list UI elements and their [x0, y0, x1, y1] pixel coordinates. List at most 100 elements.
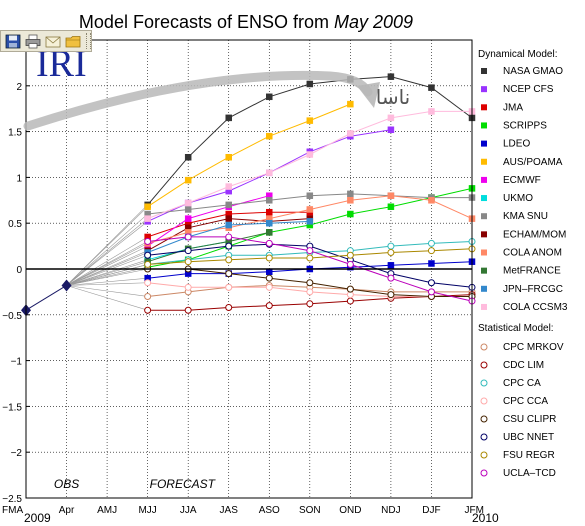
y-tick-label: −2 [11, 448, 23, 459]
series-point [266, 208, 273, 216]
series-point [346, 251, 354, 259]
annotation-label: ناسا [376, 85, 411, 109]
legend-entry: MetFRANCE [503, 266, 561, 277]
observed-point [61, 279, 72, 292]
observed-series [21, 279, 72, 317]
legend-swatch [480, 451, 488, 459]
series-point [387, 126, 395, 134]
annotation-arrow [23, 70, 373, 131]
series-point [266, 93, 273, 101]
y-tick-label: 1 [16, 173, 22, 184]
legend-swatch [481, 140, 487, 147]
series-point [144, 292, 152, 300]
series-point [265, 239, 273, 247]
series-point [387, 73, 395, 80]
legend-entry: KMA SNU [503, 211, 548, 222]
series-connector [66, 285, 148, 311]
series-point [427, 247, 435, 255]
y-tick-label: 1.5 [8, 128, 22, 139]
series-point [225, 183, 232, 190]
x-tick-label: MJJ [138, 505, 156, 516]
series-point [306, 192, 314, 199]
series-point [225, 303, 233, 311]
series-point [427, 288, 435, 296]
legend-statistical-header: Statistical Model: [478, 323, 554, 334]
series-point [387, 114, 395, 122]
series-point [306, 206, 314, 213]
folder-icon [65, 35, 81, 47]
legend-swatch [481, 122, 487, 129]
series-point [428, 108, 435, 115]
email-button[interactable] [44, 33, 61, 50]
legend-entry: CPC CCA [503, 396, 548, 407]
series-point [225, 233, 233, 241]
series-point [184, 283, 192, 291]
legend-entry: CSU CLIPR [503, 414, 556, 425]
series-connector [66, 282, 148, 286]
save-icon [5, 34, 21, 48]
series-point [225, 201, 232, 209]
legend-entry: COLA CCSM3 [503, 302, 568, 313]
series-point [265, 283, 273, 291]
series-cola-ccsm3 [66, 108, 476, 286]
print-icon [25, 34, 41, 48]
series-point [266, 132, 273, 140]
series-point [387, 192, 395, 199]
series-point [347, 100, 354, 108]
series-point [347, 130, 354, 137]
image-toolbar [0, 30, 92, 52]
series-connector [66, 245, 148, 286]
legend-entry: ECHAM/MOM [503, 229, 566, 240]
print-button[interactable] [24, 33, 41, 50]
series-point [184, 206, 192, 213]
series-point [225, 153, 232, 161]
series-point [387, 249, 395, 257]
chart-title-date: May 2009 [334, 12, 413, 32]
series-point [306, 288, 314, 296]
x-tick-label: SON [299, 505, 321, 516]
series-point [346, 285, 354, 293]
legend-swatch [480, 469, 488, 477]
legend: Dynamical Model: NASA GMAO NCEP CFS JMA SCRI… [478, 49, 568, 479]
series-point [225, 221, 232, 229]
y-tick-label: 0.5 [8, 219, 22, 230]
series-point [225, 270, 233, 278]
y-tick-label: −1 [11, 357, 23, 368]
series-point [184, 215, 192, 222]
year-end-label: 2010 [472, 511, 499, 525]
series-point [265, 302, 273, 310]
annotations: IRI ناسا [23, 43, 411, 131]
legend-entry: CPC MRKOV [503, 342, 564, 353]
toolbar-grip[interactable] [86, 33, 92, 49]
legend-swatch [481, 249, 487, 256]
legend-entry: UKMO [503, 193, 533, 204]
series-point [144, 260, 152, 268]
series-connector [66, 261, 148, 286]
legend-swatch [481, 213, 487, 220]
series-point [306, 151, 314, 158]
series-point [428, 197, 435, 204]
series-point [184, 153, 192, 161]
obs-label: OBS [54, 477, 79, 491]
open-folder-button[interactable] [64, 33, 81, 50]
series-point [144, 215, 151, 222]
chart-title-main: Model Forecasts of ENSO from [79, 12, 334, 32]
y-tick-label: 0 [16, 265, 22, 276]
forecast-label: FORECAST [150, 477, 217, 491]
x-tick-label: DJF [422, 505, 440, 516]
series-point [306, 300, 314, 308]
series-point [428, 260, 435, 267]
series-connector [66, 221, 148, 286]
legend-entry: FSU REGR [503, 450, 555, 461]
legend-entry: UBC NNET [503, 432, 554, 443]
legend-entry: NASA GMAO [503, 66, 563, 77]
series-lines [66, 73, 476, 314]
series-point [184, 176, 192, 184]
series-point [306, 254, 314, 262]
legend-entry: AUS/POAMA [503, 157, 563, 168]
series-point [184, 306, 192, 314]
series-point [225, 215, 232, 222]
legend-swatch [480, 397, 488, 405]
legend-swatch [481, 285, 487, 292]
save-button[interactable] [4, 33, 21, 50]
